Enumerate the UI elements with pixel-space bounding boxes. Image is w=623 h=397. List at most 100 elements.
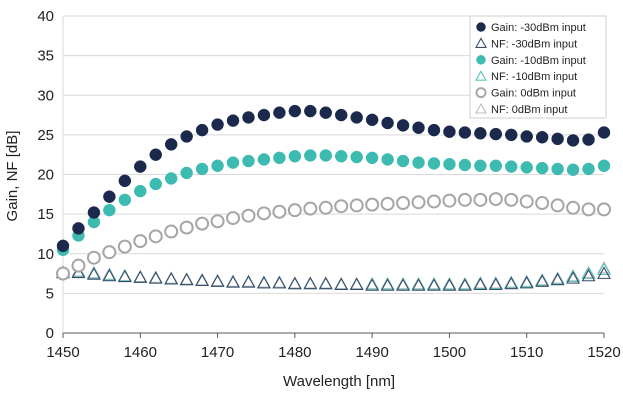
data-point	[149, 148, 162, 161]
data-point	[458, 126, 472, 139]
x-tick-label: 1450	[46, 344, 79, 361]
data-point	[457, 192, 472, 207]
data-point	[597, 159, 611, 173]
data-point	[102, 245, 117, 260]
legend-label: Gain: -10dBm input	[491, 55, 586, 67]
data-point	[164, 224, 179, 239]
data-point	[303, 276, 318, 290]
data-point	[118, 174, 132, 188]
legend-marker	[475, 37, 487, 48]
y-tick-label: 20	[37, 167, 54, 184]
series-5	[56, 260, 611, 290]
data-point	[581, 266, 596, 279]
data-point	[103, 190, 116, 203]
data-point	[442, 193, 457, 208]
legend-marker	[475, 70, 487, 81]
data-point	[318, 276, 333, 290]
data-point	[519, 194, 534, 209]
data-point	[489, 127, 503, 141]
data-point	[195, 216, 210, 231]
y-tick-label: 35	[37, 48, 54, 65]
data-point	[103, 203, 116, 217]
data-point	[273, 106, 286, 119]
data-point	[287, 203, 302, 218]
data-point	[117, 239, 132, 254]
x-tick-label: 1520	[587, 344, 620, 361]
x-tick-label: 1490	[355, 344, 388, 361]
data-point	[272, 275, 287, 289]
data-point	[349, 277, 364, 291]
data-point	[117, 269, 132, 283]
data-point	[257, 108, 271, 122]
data-point	[164, 138, 178, 151]
data-point	[257, 275, 271, 289]
data-point	[272, 275, 287, 289]
data-point	[118, 193, 132, 207]
data-point	[148, 271, 163, 284]
data-point	[396, 154, 410, 168]
y-tick-label: 30	[37, 87, 54, 104]
data-point	[210, 274, 225, 287]
data-point	[519, 275, 534, 289]
data-point	[334, 199, 349, 214]
data-point	[473, 277, 488, 291]
data-point	[134, 184, 147, 198]
data-point	[179, 272, 194, 286]
data-point	[71, 265, 86, 279]
data-point	[443, 157, 456, 171]
data-point	[303, 201, 318, 216]
series-0	[56, 104, 611, 253]
data-point	[164, 271, 179, 285]
data-point	[56, 239, 70, 253]
data-point	[179, 272, 194, 286]
data-point	[442, 278, 457, 291]
data-point	[551, 162, 564, 176]
data-point	[443, 125, 456, 138]
data-point	[195, 273, 210, 287]
data-point	[256, 206, 271, 221]
data-point	[396, 119, 410, 132]
data-point	[505, 128, 518, 142]
data-point	[520, 161, 533, 174]
data-point	[318, 200, 333, 215]
data-point	[597, 266, 611, 279]
data-point	[474, 127, 487, 140]
y-tick-label: 40	[37, 8, 54, 25]
data-point	[211, 118, 224, 131]
legend-marker	[476, 22, 486, 32]
data-point	[180, 166, 193, 180]
data-point	[597, 262, 611, 275]
data-point	[133, 234, 148, 249]
data-point	[195, 162, 209, 176]
data-point	[334, 108, 348, 122]
data-point	[180, 130, 193, 143]
data-point	[241, 275, 256, 288]
data-point	[381, 153, 394, 166]
data-point	[133, 270, 148, 283]
data-point	[365, 113, 379, 127]
data-point	[148, 229, 163, 244]
data-point	[566, 269, 581, 283]
data-point	[566, 271, 581, 284]
data-point	[597, 202, 611, 217]
data-point	[303, 276, 318, 290]
data-point	[318, 276, 333, 290]
data-point	[257, 153, 271, 166]
data-point	[319, 149, 333, 162]
data-point	[350, 150, 363, 164]
data-point	[226, 114, 240, 127]
y-tick-label: 10	[37, 246, 54, 263]
data-point	[71, 258, 86, 273]
data-point	[210, 274, 225, 287]
data-point	[226, 211, 241, 226]
data-point	[86, 267, 101, 280]
data-point	[411, 278, 426, 291]
data-point	[56, 266, 70, 281]
data-point	[597, 126, 611, 139]
data-point	[489, 159, 503, 173]
data-point	[396, 278, 410, 291]
data-point	[426, 194, 441, 209]
y-tick-label: 25	[37, 127, 54, 144]
data-point	[535, 274, 550, 287]
